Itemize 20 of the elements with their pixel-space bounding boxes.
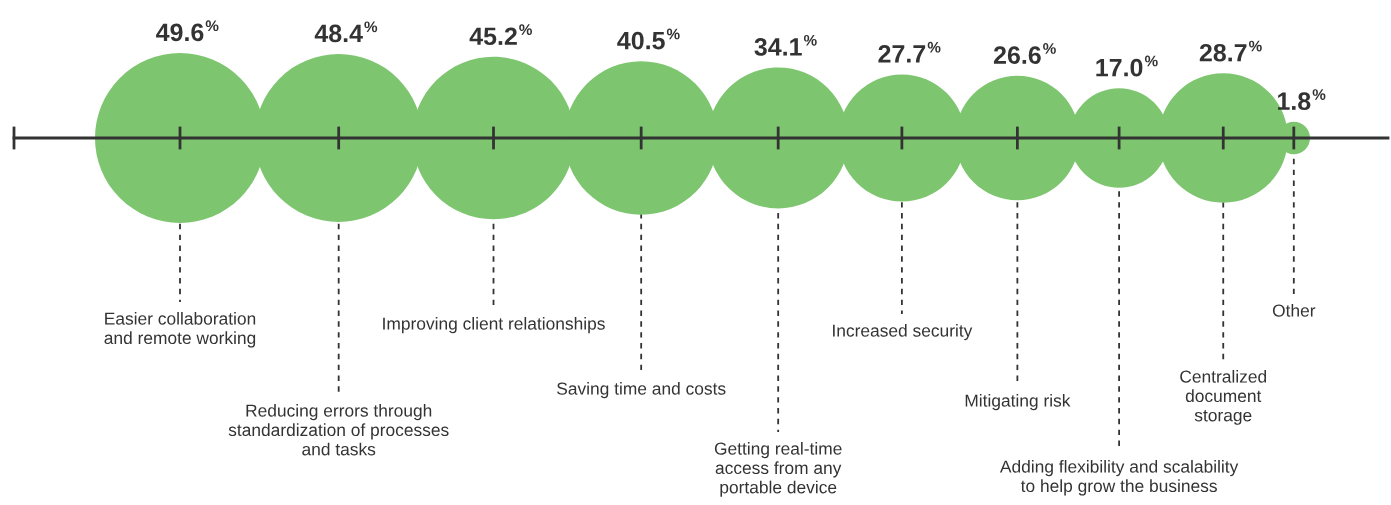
data-label: 26.6% bbox=[993, 43, 1056, 64]
category-label: Improving client relationships bbox=[383, 317, 605, 334]
category-label: Mitigating risk bbox=[965, 394, 1071, 411]
data-label: 28.7% bbox=[1199, 40, 1262, 62]
data-label: 17.0% bbox=[1096, 55, 1158, 77]
category-label: Easier collaboration and remote working bbox=[104, 312, 256, 348]
data-label: 48.4% bbox=[314, 21, 378, 43]
data-label: 40.5% bbox=[617, 28, 680, 50]
data-label: 1.8% bbox=[1278, 89, 1326, 111]
category-label: Increased security bbox=[833, 324, 973, 341]
data-label: 27.7% bbox=[878, 41, 941, 63]
data-label: 34.1% bbox=[754, 34, 817, 56]
category-label: Other bbox=[1272, 304, 1316, 317]
category-label: Getting real-time access from any portable device bbox=[714, 442, 842, 497]
category-label: Adding flexibility and scalability to help grow the business bbox=[999, 460, 1239, 496]
data-label: 49.6% bbox=[156, 20, 219, 42]
data-label: 45.2% bbox=[469, 24, 532, 46]
category-label: Saving time and costs bbox=[557, 382, 726, 399]
category-label: Reducing errors through standardization of processes and tasks bbox=[228, 404, 449, 456]
category-label: Centralized document storage bbox=[1180, 370, 1267, 425]
